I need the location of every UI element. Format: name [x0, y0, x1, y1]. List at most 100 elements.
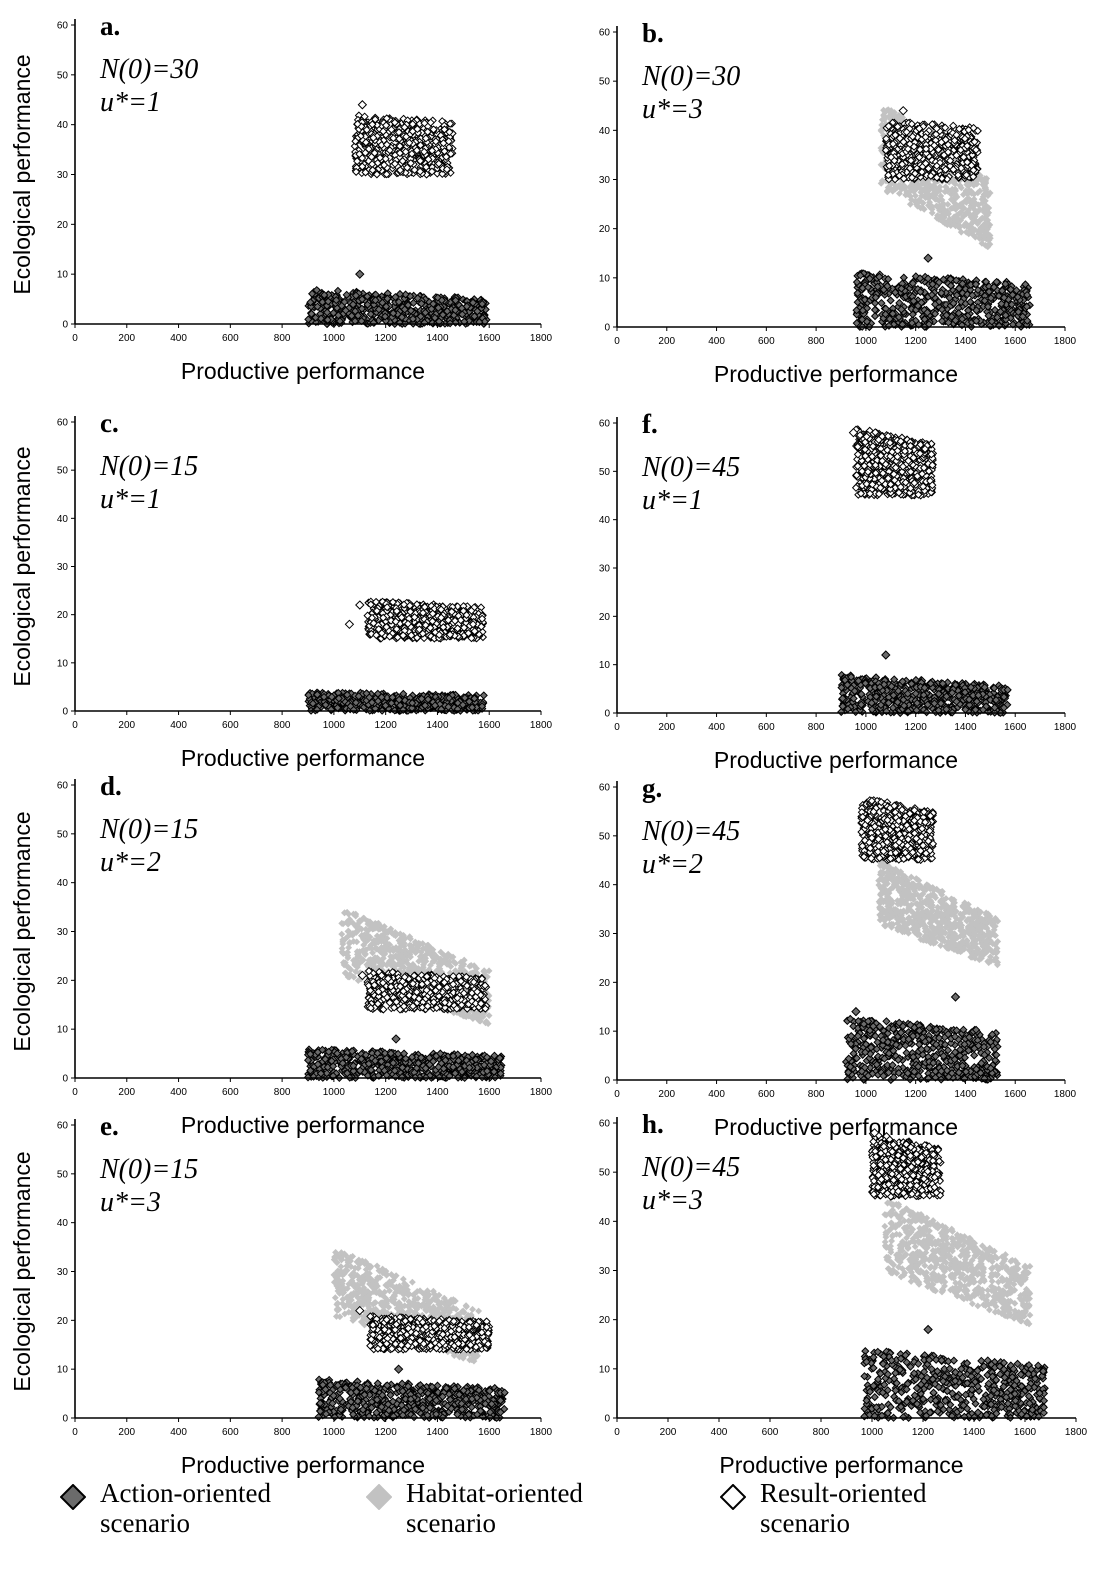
- x-tick-label: 200: [118, 720, 135, 731]
- result-point: [400, 123, 409, 132]
- result-point: [382, 170, 391, 179]
- habitat-point: [928, 209, 936, 217]
- result-point: [438, 169, 447, 179]
- result-point: [382, 140, 392, 149]
- result-point: [415, 167, 425, 176]
- action-point: [479, 691, 488, 700]
- result-point: [350, 142, 359, 151]
- y-tick-label: 0: [62, 707, 68, 718]
- result-point: [427, 167, 437, 176]
- result-point: [406, 159, 415, 168]
- result-point: [407, 149, 416, 158]
- x-tick-label: 200: [118, 333, 135, 344]
- panel-annotation: u*=1: [100, 87, 161, 118]
- result-point: [423, 127, 432, 136]
- action-point: [881, 650, 891, 660]
- result-point: [424, 155, 433, 164]
- result-point: [446, 149, 455, 158]
- result-point: [344, 619, 355, 630]
- action-point: [473, 307, 482, 316]
- y-tick-label: 60: [57, 21, 69, 32]
- action-point: [391, 292, 400, 302]
- x-tick-label: 1400: [954, 336, 977, 347]
- action-point: [358, 295, 367, 304]
- y-tick-label: 60: [57, 418, 69, 429]
- result-point: [357, 100, 368, 110]
- chart-c: 0 200 400 600 800 1000 1200 1400 1600 18000102030…: [9, 408, 553, 771]
- result-point: [355, 600, 365, 610]
- action-point: [409, 298, 418, 308]
- action-point: [886, 296, 895, 305]
- x-tick-label: 1200: [905, 336, 928, 347]
- result-point: [395, 142, 404, 151]
- panel-label: b.: [642, 18, 664, 48]
- x-tick-label: 1000: [323, 720, 346, 731]
- action-point: [923, 253, 933, 263]
- result-point: [371, 115, 380, 124]
- result-point: [361, 168, 370, 177]
- x-tick-label: 1800: [530, 720, 553, 731]
- y-tick-label: 30: [57, 170, 69, 181]
- chart-b: 0 200 400 600 800 1000 1200 1400 1600 18000102030…: [599, 18, 1077, 387]
- result-point: [389, 134, 398, 143]
- result-point: [375, 153, 385, 162]
- x-tick-label: 800: [274, 720, 291, 731]
- x-tick-label: 800: [808, 336, 825, 347]
- result-point: [422, 163, 431, 172]
- result-point: [361, 138, 371, 147]
- result-point: [416, 156, 425, 165]
- y-tick-label: 40: [57, 514, 69, 525]
- result-point: [390, 118, 399, 127]
- panel-label: a.: [100, 11, 120, 41]
- y-tick-label: 10: [57, 270, 69, 281]
- result-point: [368, 166, 377, 175]
- action-point: [355, 269, 365, 279]
- x-tick-label: 600: [758, 336, 775, 347]
- y-tick-label: 10: [57, 658, 69, 669]
- result-point: [372, 170, 382, 179]
- result-point: [412, 146, 421, 155]
- result-point: [390, 159, 400, 168]
- y-tick-label: 0: [604, 323, 610, 334]
- action-point: [899, 273, 908, 282]
- result-point: [379, 127, 388, 136]
- result-point: [360, 112, 369, 121]
- result-point: [369, 133, 378, 142]
- result-point: [413, 124, 422, 134]
- result-point: [440, 125, 449, 134]
- y-tick-label: 40: [599, 126, 611, 137]
- y-tick-label: 40: [57, 120, 69, 131]
- result-point: [382, 121, 391, 130]
- panel-annotation: u*=3: [642, 94, 703, 125]
- x-tick-label: 400: [170, 333, 187, 344]
- x-tick-label: 400: [170, 720, 187, 731]
- x-tick-label: 400: [708, 336, 725, 347]
- result-point: [442, 165, 452, 174]
- panel-label: c.: [100, 408, 119, 438]
- result-point: [385, 146, 394, 155]
- x-tick-label: 1200: [375, 333, 398, 344]
- result-point: [403, 163, 412, 172]
- y-tick-label: 20: [57, 220, 69, 231]
- x-tick-label: 0: [614, 336, 620, 347]
- points: [304, 100, 491, 329]
- result-point: [420, 147, 429, 156]
- y-tick-label: 50: [599, 77, 611, 88]
- panel-annotation: N(0)=30: [641, 61, 740, 92]
- chart-f: 0 200 400 600 800 1000 1200 1400 1600 18000102030…: [599, 409, 1077, 773]
- result-point: [420, 119, 429, 128]
- y-tick-label: 30: [599, 175, 611, 186]
- result-point: [445, 127, 454, 137]
- x-tick-label: 1600: [1004, 336, 1027, 347]
- y-tick-label: 0: [62, 320, 68, 331]
- x-tick-label: 1800: [1054, 336, 1077, 347]
- y-tick-label: 20: [57, 610, 69, 621]
- action-point: [312, 285, 321, 295]
- result-point: [395, 134, 404, 143]
- y-axis-label: Ecological performance: [9, 54, 35, 294]
- x-tick-label: 600: [222, 333, 239, 344]
- result-point: [429, 125, 438, 134]
- result-point: [401, 147, 410, 156]
- result-point: [434, 159, 443, 168]
